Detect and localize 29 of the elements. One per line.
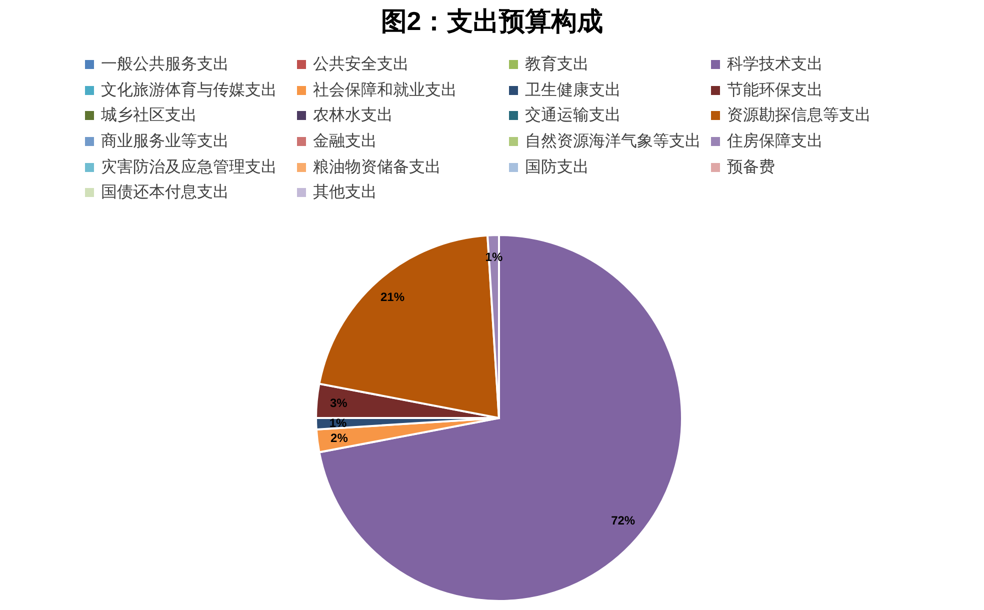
data-label: 3%	[330, 396, 348, 410]
legend-label: 社会保障和就业支出	[313, 80, 457, 101]
legend-label: 其他支出	[313, 182, 377, 204]
legend-label: 科学技术支出	[727, 54, 823, 76]
legend-label: 金融支出	[313, 132, 377, 152]
legend-label: 教育支出	[525, 54, 589, 76]
legend-label: 住房保障支出	[727, 132, 823, 152]
legend-label: 资源勘探信息等支出	[727, 106, 871, 126]
legend-label: 一般公共服务支出	[101, 54, 229, 76]
data-label: 1%	[329, 416, 348, 430]
legend-label: 交通运输支出	[525, 106, 621, 126]
legend-label: 粮油物资储备支出	[313, 158, 441, 178]
legend-label: 国防支出	[525, 158, 589, 178]
data-label: 21%	[380, 290, 405, 304]
pie-slice	[318, 234, 683, 602]
legend-label: 公共安全支出	[313, 54, 409, 76]
legend-label: 预备费	[727, 158, 775, 178]
legend-label: 文化旅游体育与传媒支出	[101, 80, 277, 101]
legend-label: 卫生健康支出	[525, 80, 621, 101]
chart-title: 图2：支出预算构成	[380, 5, 604, 38]
legend-label: 国债还本付息支出	[101, 182, 229, 204]
legend-label: 自然资源海洋气象等支出	[525, 132, 701, 152]
data-label: 2%	[330, 431, 348, 446]
legend-label: 城乡社区支出	[101, 106, 197, 126]
data-label: 72%	[611, 514, 636, 528]
legend-label: 商业服务业等支出	[101, 132, 229, 152]
legend-label: 节能环保支出	[727, 80, 823, 101]
legend-label: 农林水支出	[313, 106, 393, 126]
legend-label: 灾害防治及应急管理支出	[101, 158, 277, 178]
